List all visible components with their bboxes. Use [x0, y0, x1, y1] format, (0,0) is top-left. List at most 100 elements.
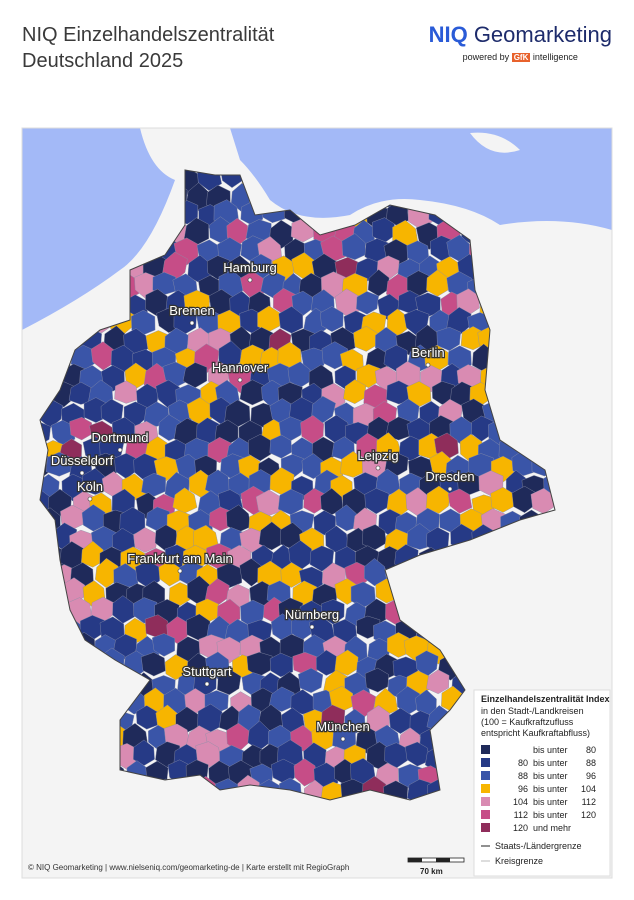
- legend-relation: bis unter: [533, 745, 568, 755]
- district: [111, 416, 135, 443]
- legend-from: 104: [513, 797, 528, 807]
- legend-to: 112: [582, 797, 596, 807]
- district: [269, 652, 294, 678]
- district: [334, 649, 359, 676]
- district: [114, 380, 139, 404]
- logo: NIQ Geomarketing powered by GfK intellig…: [429, 22, 612, 62]
- legend-subtitle: entspricht Kaufkraftabfluss): [481, 728, 590, 738]
- district: [151, 633, 176, 657]
- district: [280, 562, 304, 588]
- district: [309, 545, 335, 572]
- legend-swatch: [481, 758, 490, 767]
- district: [140, 652, 166, 677]
- district: [335, 504, 360, 532]
- legend-swatch: [481, 771, 490, 780]
- district: [133, 597, 158, 624]
- legend-from: 80: [518, 758, 528, 768]
- city-dot: [117, 447, 123, 453]
- legend-to: 96: [586, 771, 596, 781]
- district: [341, 233, 366, 260]
- district: [268, 686, 295, 712]
- legend-relation: bis unter: [533, 771, 568, 781]
- legend-from: 120: [513, 823, 528, 833]
- city-label: Dortmund: [91, 430, 148, 445]
- city-dot: [425, 362, 431, 368]
- district: [364, 558, 387, 587]
- district: [218, 340, 242, 370]
- legend-box: [473, 689, 611, 877]
- city-dot: [340, 736, 346, 742]
- district: [195, 741, 222, 768]
- city-label: München: [316, 719, 369, 734]
- district: [81, 540, 104, 568]
- city-dot: [177, 568, 183, 574]
- legend-swatch: [481, 745, 490, 754]
- district: [193, 524, 219, 551]
- title: NIQ Einzelhandelszentralität: [22, 24, 275, 46]
- legend-relation: bis unter: [533, 758, 568, 768]
- legend-from: 112: [514, 810, 528, 820]
- legend-to: 80: [586, 745, 596, 755]
- map-frame: [21, 127, 613, 879]
- district: [239, 344, 266, 370]
- district: [239, 379, 266, 406]
- city-label: Dresden: [425, 469, 474, 484]
- city-label: Berlin: [411, 345, 444, 360]
- legend-title: Einzelhandelszentralität Index: [481, 694, 610, 704]
- legend-relation: bis unter: [533, 810, 568, 820]
- title: Deutschland 2025: [22, 50, 184, 72]
- district: [298, 667, 324, 694]
- legend-swatch: [481, 810, 490, 819]
- district: [100, 398, 124, 425]
- legend-relation: und mehr: [533, 823, 571, 833]
- legend-swatch: [481, 784, 490, 793]
- district: [431, 381, 456, 405]
- district: [141, 472, 166, 497]
- district: [343, 379, 367, 404]
- district: [135, 705, 159, 730]
- island: [470, 132, 520, 153]
- legend-relation: bis unter: [533, 797, 568, 807]
- district: [447, 488, 473, 514]
- scale-bar: [436, 858, 450, 862]
- logo-brand: NIQ: [428, 22, 468, 47]
- district: [68, 381, 94, 405]
- legend-to: 104: [581, 784, 596, 794]
- district: [293, 758, 318, 787]
- legend-to: 120: [581, 810, 596, 820]
- city-label: Hannover: [212, 360, 269, 375]
- district: [81, 504, 106, 532]
- city-label: Stuttgart: [182, 664, 232, 679]
- legend-subtitle: in den Stadt-/Landkreisen: [481, 706, 584, 716]
- district: [269, 434, 293, 459]
- district: [386, 632, 412, 658]
- city-dot: [204, 681, 210, 687]
- district: [364, 488, 390, 515]
- district: [436, 326, 461, 351]
- city-dot: [447, 486, 453, 492]
- scale-bar: [408, 858, 422, 862]
- district: [321, 341, 348, 370]
- district: [319, 306, 344, 332]
- legend-border: Staats-/Ländergrenze: [495, 841, 582, 851]
- legend-swatch: [481, 823, 490, 832]
- city-label: Düsseldorf: [51, 453, 114, 468]
- district: [426, 669, 450, 695]
- legend-from: 88: [518, 771, 528, 781]
- city-dot: [247, 277, 253, 283]
- city-dot: [375, 465, 381, 471]
- city-dot: [189, 320, 195, 326]
- city-label: Frankfurt am Main: [127, 551, 232, 566]
- legend-relation: bis unter: [533, 784, 568, 794]
- city-label: Nürnberg: [285, 607, 339, 622]
- district: [356, 291, 379, 315]
- district: [158, 560, 182, 587]
- district: [385, 416, 412, 441]
- district: [164, 654, 189, 681]
- city-dot: [237, 377, 243, 383]
- city-dot: [87, 496, 93, 502]
- logo-intelligence: intelligence: [532, 52, 578, 62]
- legend-from: 96: [518, 784, 528, 794]
- city-label: Leipzig: [357, 448, 398, 463]
